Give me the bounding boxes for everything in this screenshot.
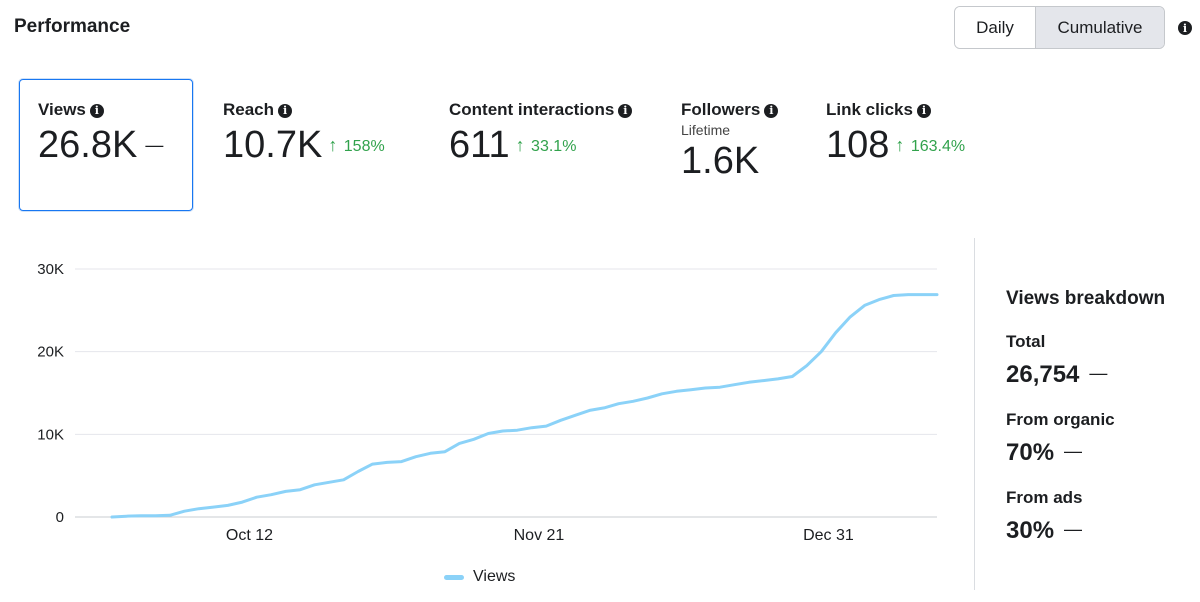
chart-legend: Views <box>444 568 515 586</box>
daily-button[interactable]: Daily <box>955 7 1036 48</box>
info-icon[interactable]: i <box>1178 21 1192 35</box>
breakdown-ads-value: 30% — <box>1006 517 1083 544</box>
breakdown-title: Views breakdown <box>1006 288 1166 309</box>
metric-label: Link clicks <box>826 100 913 119</box>
x-tick-label: Nov 21 <box>514 527 565 544</box>
no-change-dash: — <box>145 135 164 155</box>
metric-reach[interactable]: Reach i 10.7K ↑ 158% <box>223 100 385 164</box>
breakdown-organic-label: From organic <box>1006 410 1115 429</box>
y-tick-label: 30K <box>37 261 64 278</box>
metric-label: Followers <box>681 100 761 119</box>
views-line-chart: 0 10K 20K 30K Oct 12 Nov 21 Dec 31 <box>37 261 939 544</box>
metric-value: 26.8K <box>38 124 138 166</box>
legend-swatch <box>444 574 464 580</box>
metric-value: 1.6K <box>681 140 760 182</box>
info-icon[interactable]: i <box>618 103 633 118</box>
y-tick-label: 20K <box>37 344 64 361</box>
breakdown-organic-value: 70% — <box>1006 439 1083 466</box>
divider <box>974 238 975 590</box>
metric-value: 10.7K <box>223 124 323 166</box>
metric-change: ↑ 33.1% <box>515 135 577 155</box>
metric-content-interactions[interactable]: Content interactions i 611 ↑ 33.1% <box>449 100 633 166</box>
breakdown-total-value: 26,754— <box>1006 361 1108 388</box>
x-tick-label: Dec 31 <box>803 527 854 544</box>
breakdown-ads-label: From ads <box>1006 488 1083 507</box>
info-icon[interactable]: i <box>916 103 931 118</box>
metric-views[interactable]: Views i 26.8K — <box>38 100 163 164</box>
metric-label: Views <box>38 100 86 119</box>
info-icon[interactable]: i <box>764 103 779 118</box>
metric-link-clicks[interactable]: Link clicks i 108 ↑ 163.4% <box>826 100 965 164</box>
metric-sublabel: Lifetime <box>681 122 731 138</box>
y-tick-label: 10K <box>37 426 64 443</box>
info-icon[interactable]: i <box>89 103 104 118</box>
x-tick-label: Oct 12 <box>226 527 273 544</box>
info-icon[interactable]: i <box>278 103 293 118</box>
cumulative-button[interactable]: Cumulative <box>1036 7 1164 48</box>
arrow-up-icon: ↑ <box>328 135 338 155</box>
y-tick-label: 0 <box>56 509 64 526</box>
metric-change: ↑ 158% <box>328 135 385 155</box>
views-card[interactable] <box>19 79 193 211</box>
page-title: Performance <box>14 16 131 37</box>
breakdown-total-label: Total <box>1006 332 1046 351</box>
view-toggle[interactable]: Daily Cumulative <box>954 6 1165 49</box>
metric-label: Content interactions <box>449 100 615 119</box>
arrow-up-icon: ↑ <box>895 135 905 155</box>
metric-followers[interactable]: Followers i Lifetime 1.6K <box>681 100 779 182</box>
metric-value: 108 <box>826 124 890 166</box>
series-line-views <box>110 293 939 519</box>
legend-label: Views <box>473 568 516 585</box>
metric-change: ↑ 163.4% <box>895 135 966 155</box>
metric-label: Reach <box>223 100 275 119</box>
metric-value: 611 <box>449 124 510 166</box>
arrow-up-icon: ↑ <box>515 135 525 155</box>
